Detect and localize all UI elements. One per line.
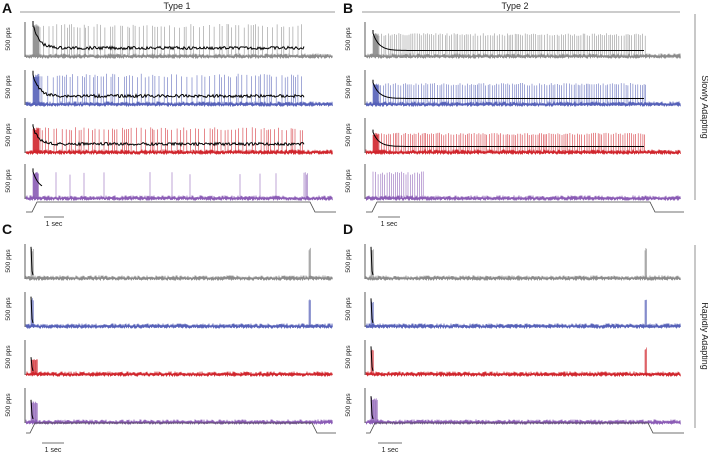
rate-curve [32,70,305,99]
rate-axis-label: 500 pps [5,27,12,51]
trace-a-4: 500 pps [5,164,333,201]
stimulus-trace-d [366,422,684,434]
trace-b-1: 500 pps [345,22,681,59]
spike-train [32,171,308,199]
column-title-type2: Type 2 [501,1,528,11]
trace-layer: 500 pps 500 pps 500 pps 500 pps 500 pps 500 p… [5,21,681,425]
rate-axis-label: 500 pps [345,249,352,273]
noise-band [25,101,333,107]
frame-layer: 1 sec 1 sec 1 sec 1 sec [26,201,684,454]
rate-axis-label: 500 pps [5,123,12,147]
trace-c-1: 500 pps [5,244,333,281]
noise-band [365,323,681,329]
noise-band [25,275,333,281]
rate-axis-label: 500 pps [345,169,352,193]
spike-train [372,83,646,105]
noise-band [365,371,681,377]
noise-band [365,195,681,201]
noise-band [365,149,681,155]
rate-axis-label: 500 pps [5,297,12,321]
panel-label-d: D [343,221,353,237]
noise-band [365,101,681,107]
rate-axis-label: 500 pps [5,169,12,193]
trace-a-3: 500 pps [5,118,333,155]
noise-band [25,53,333,59]
stimulus-trace-b [366,201,684,213]
noise-band [365,419,681,425]
rate-axis-label: 500 pps [345,345,352,369]
trace-d-2: 500 pps [345,292,681,329]
rate-curve [370,298,374,324]
spike-train [370,347,647,375]
noise-band [365,53,681,59]
rate-axis-label: 500 pps [345,123,352,147]
trace-a-2: 500 pps [5,70,333,107]
noise-band [25,419,333,425]
trace-c-4: 500 pps [5,388,333,425]
rate-curve [30,246,34,276]
spike-train [32,24,302,57]
trace-d-4: 500 pps [345,388,681,425]
noise-band [25,195,333,201]
rate-axis-label: 500 pps [5,345,12,369]
rate-curve [30,357,34,372]
rate-curve [30,296,34,324]
column-title-type1: Type 1 [163,1,190,11]
scale-bar-label-c: 1 sec [45,447,62,454]
rate-curve [372,30,644,51]
rate-curve [32,168,43,187]
noise-band [25,149,333,155]
spike-train [32,73,302,105]
rate-axis-label: 500 pps [5,249,12,273]
trace-b-4: 500 pps [345,164,681,201]
stimulus-trace-c [26,422,336,434]
rate-curve [372,129,644,147]
spike-train [30,298,311,327]
rate-curve [370,346,374,372]
rate-axis-label: 500 pps [5,393,12,417]
rate-axis-label: 500 pps [345,27,352,51]
trace-d-1: 500 pps [345,244,681,281]
spike-train [32,127,303,153]
trace-c-3: 500 pps [5,340,333,377]
trace-a-1: 500 pps [5,21,333,59]
panel-label-b: B [343,0,353,16]
spike-train [30,247,311,279]
row-title-rapid: Rapidly Adapting [700,302,708,370]
rate-curve [370,396,374,420]
spike-train [370,299,647,327]
scale-bar-label-d: 1 sec [382,447,399,454]
stimulus-trace-a [26,201,336,213]
scale-bar-label-a: 1 sec [46,221,63,228]
noise-band [365,275,681,281]
trace-b-2: 500 pps [345,70,681,107]
rate-axis-label: 500 pps [345,393,352,417]
rate-curve [32,21,305,51]
trace-d-3: 500 pps [345,340,681,377]
spike-train [372,171,424,199]
row-title-slow: Slowly Adapting [700,75,708,139]
rate-curve [370,246,374,276]
trace-b-3: 500 pps [345,118,681,155]
rate-axis-label: 500 pps [5,75,12,99]
rate-curve [372,79,644,99]
noise-band [25,371,333,377]
rate-axis-label: 500 pps [345,75,352,99]
panel-label-c: C [2,221,12,237]
rate-axis-label: 500 pps [345,297,352,321]
spike-train [372,33,646,57]
rate-curve [30,399,34,420]
spike-train [370,247,647,279]
panel-label-a: A [2,0,12,16]
noise-band [25,323,333,329]
trace-c-2: 500 pps [5,292,333,329]
rate-curve [32,124,305,147]
scale-bar-label-b: 1 sec [381,221,398,228]
